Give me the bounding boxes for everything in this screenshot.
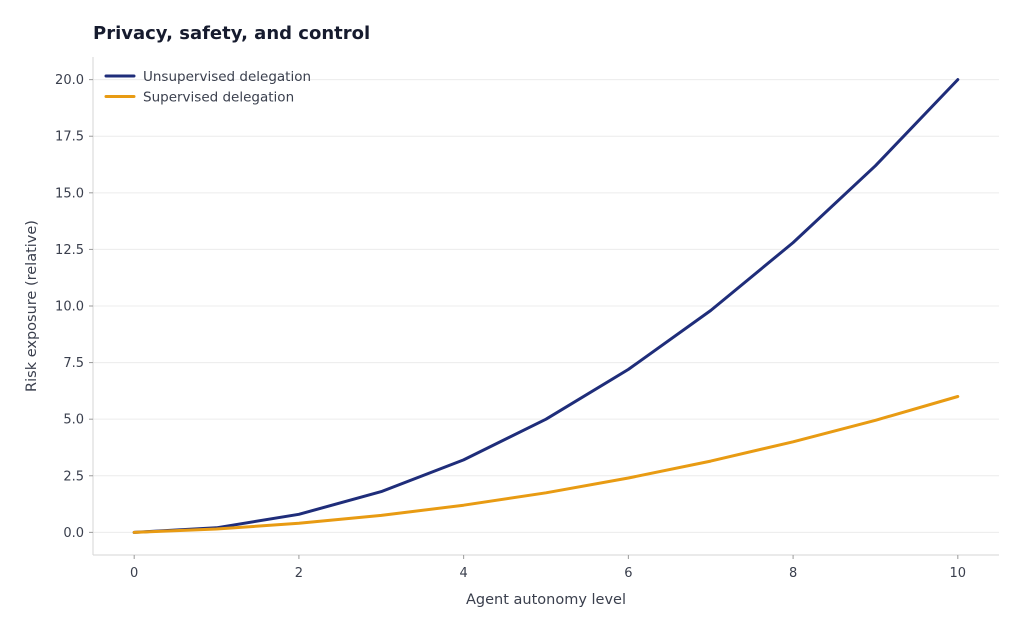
y-tick-label: 0.0 [63, 526, 84, 541]
y-tick-label: 10.0 [55, 300, 84, 315]
x-tick-label: 2 [295, 566, 303, 581]
series-lines [132, 78, 960, 534]
x-tick-label: 0 [130, 566, 138, 581]
y-tick-label: 15.0 [55, 186, 84, 201]
y-tick-label: 5.0 [63, 413, 84, 428]
y-tick-label: 12.5 [55, 243, 84, 258]
x-axis-label: Agent autonomy level [466, 592, 626, 608]
series-line-unsupervised-delegation [132, 78, 960, 534]
grid [93, 79, 999, 533]
y-axis: 0.0 2.5 5.0 7.5 10.0 12.5 15.0 17.5 20.0 [55, 73, 93, 541]
legend: Unsupervised delegation Supervised delega… [104, 69, 311, 106]
x-tick-label: 6 [624, 566, 632, 581]
y-axis-label: Risk exposure (relative) [24, 220, 40, 392]
x-tick-label: 10 [950, 566, 967, 581]
legend-label-unsupervised-delegation: Unsupervised delegation [143, 69, 311, 85]
y-tick-label: 2.5 [63, 469, 84, 484]
x-axis: 0 2 4 6 8 10 [130, 555, 966, 581]
legend-label-supervised-delegation: Supervised delegation [143, 90, 294, 106]
chart-title: Privacy, safety, and control [93, 23, 370, 44]
y-tick-label: 20.0 [55, 73, 84, 88]
x-tick-label: 4 [459, 566, 467, 581]
x-tick-label: 8 [789, 566, 797, 581]
series-line-supervised-delegation [132, 395, 960, 534]
y-tick-label: 7.5 [63, 356, 84, 371]
y-tick-label: 17.5 [55, 130, 84, 145]
